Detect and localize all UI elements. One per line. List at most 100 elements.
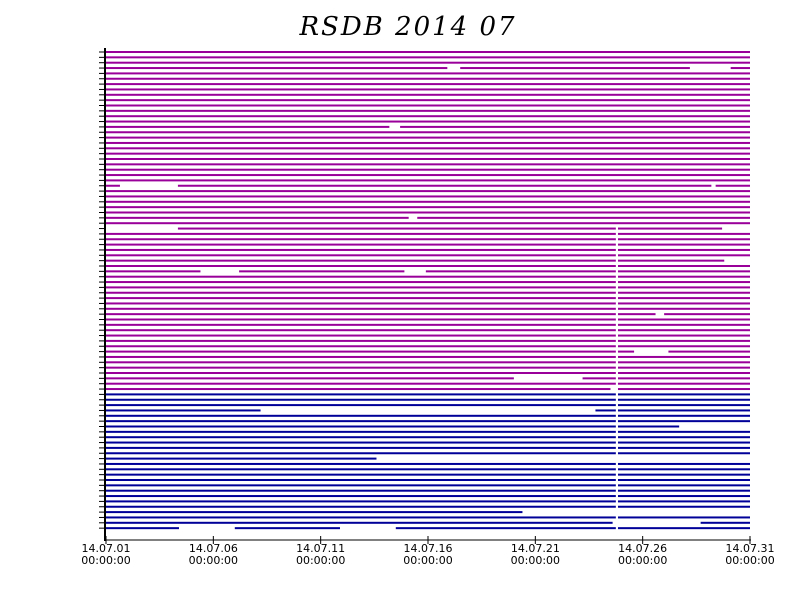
availability-segment [730,67,750,70]
availability-segment [106,265,616,267]
availability-segment [617,372,750,374]
availability-segment [617,313,656,316]
availability-segment [106,200,750,203]
availability-segment [106,425,616,428]
availability-segment [106,83,750,86]
availability-segment [106,345,616,348]
availability-segment [617,404,750,407]
availability-segment [617,291,750,294]
x-tick-time: 00:00:00 [725,554,774,567]
availability-segment [106,446,616,449]
availability-segment [106,104,750,107]
x-tick-label: 14.07.16 [404,542,453,555]
availability-segment [106,61,750,64]
availability-segment [106,286,616,289]
availability-segment [106,350,616,353]
availability-segment [595,409,616,412]
availability-segment [617,484,750,487]
availability-segment [106,329,616,332]
availability-segment [617,265,750,267]
availability-segment [106,398,616,401]
availability-segment [106,72,750,75]
availability-segment [106,109,750,112]
availability-segment [106,468,616,471]
availability-segment [106,339,616,342]
availability-segment [106,248,616,251]
availability-segment [617,393,750,396]
availability-segment [425,270,616,273]
availability-segment [617,377,750,380]
availability-segment [106,152,750,155]
availability-segment [617,302,750,305]
availability-segment [106,216,409,219]
x-tick-time: 00:00:00 [81,554,130,567]
availability-segment [177,227,616,230]
availability-segment [106,222,750,225]
availability-segment [106,404,616,407]
availability-segment [106,275,616,278]
availability-segment [617,329,750,332]
availability-segment [106,479,616,481]
availability-segment [617,334,750,337]
availability-segment [106,195,750,198]
availability-segment [106,206,750,209]
availability-segment [106,243,616,246]
availability-segment [106,409,261,412]
availability-segment [617,323,750,326]
availability-segment [617,468,750,471]
x-tick-label: 14.07.21 [511,542,560,555]
availability-segment [106,147,750,150]
availability-segment [106,99,750,102]
availability-segment [395,527,616,530]
availability-segment [617,441,750,444]
chart-title: RSDB 2014 07 [298,12,516,42]
availability-segment [617,318,750,321]
availability-segment [106,323,616,326]
availability-segment [106,270,201,273]
availability-segment [106,430,616,433]
availability-segment [106,93,750,96]
availability-segment [617,473,750,476]
availability-segment [106,238,616,241]
availability-segment [106,414,616,417]
availability-segment [239,270,405,273]
availability-segment [106,505,616,508]
availability-segment [106,232,616,235]
availability-segment [106,281,616,284]
availability-segment [715,184,750,187]
availability-segment [106,125,390,128]
availability-segment [668,350,750,353]
availability-segment [617,243,750,246]
availability-segment [106,120,750,123]
availability-segment [617,462,750,465]
availability-segment [617,355,750,358]
availability-segment [106,436,616,439]
availability-segment [106,259,616,262]
availability-segment [617,281,750,284]
availability-segment [106,56,750,59]
availability-segment [617,345,750,348]
x-tick-time: 00:00:00 [511,554,560,567]
availability-segment [106,527,179,530]
availability-segment [106,131,750,134]
availability-segment [106,67,448,70]
x-tick-label: 14.07.01 [82,542,131,555]
availability-segment [106,291,616,294]
availability-segment [106,361,616,364]
availability-segment [106,452,616,455]
availability-segment [460,67,690,70]
x-tick-label: 14.07.11 [296,542,345,555]
availability-segment [617,505,750,508]
availability-segment [617,361,750,364]
availability-segment [106,88,750,91]
availability-segment [106,441,616,444]
x-tick-label: 14.07.31 [726,542,775,555]
availability-segment [106,51,750,53]
availability-segment [106,516,616,519]
availability-segment [617,452,750,455]
availability-segment [106,462,616,465]
availability-segment [617,286,750,289]
availability-segment [106,388,611,391]
availability-segment [106,366,616,369]
